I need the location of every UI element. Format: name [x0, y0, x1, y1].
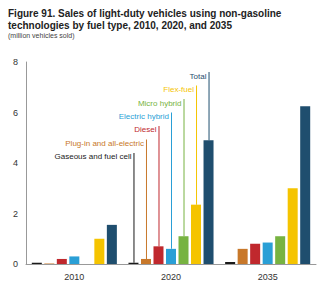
svg-text:2020: 2020 [161, 272, 181, 282]
svg-text:2035: 2035 [258, 272, 278, 282]
svg-text:Figure 91. Sales of light-duty: Figure 91. Sales of light-duty vehicles … [8, 8, 284, 19]
svg-text:(million vehicles sold): (million vehicles sold) [8, 32, 75, 40]
svg-text:2: 2 [13, 209, 18, 219]
svg-text:Total: Total [190, 72, 207, 81]
svg-text:technologies by fuel type, 201: technologies by fuel type, 2010, 2020, a… [8, 20, 232, 31]
svg-text:Plug-in and all-electric: Plug-in and all-electric [65, 139, 144, 148]
svg-text:Flex-fuel: Flex-fuel [163, 85, 194, 94]
svg-text:8: 8 [13, 57, 18, 67]
svg-text:4: 4 [13, 158, 18, 168]
svg-text:Gaseous and fuel cell: Gaseous and fuel cell [55, 152, 132, 161]
svg-text:Diesel: Diesel [134, 125, 156, 134]
svg-text:6: 6 [13, 108, 18, 118]
svg-text:Electric hybrid: Electric hybrid [119, 112, 169, 121]
svg-text:2010: 2010 [64, 272, 84, 282]
svg-text:0: 0 [13, 259, 18, 269]
svg-text:Micro hybrid: Micro hybrid [138, 99, 182, 108]
